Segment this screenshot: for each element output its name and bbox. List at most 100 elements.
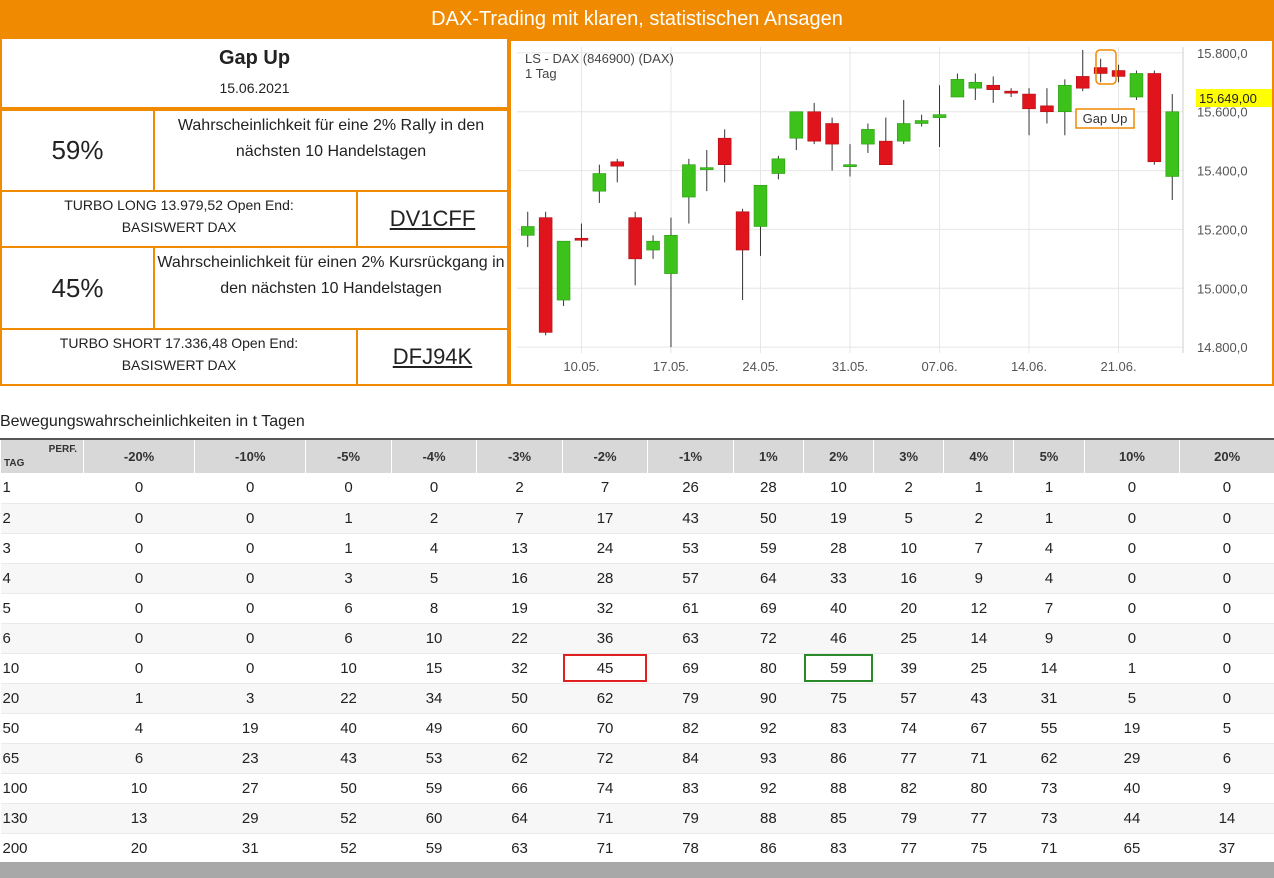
- table-cell: 6: [305, 623, 392, 654]
- table-cell: 59: [391, 773, 477, 804]
- table-cell: 50: [305, 773, 392, 804]
- candle-down: [1004, 88, 1018, 98]
- candle-body: [932, 114, 947, 118]
- candle-up: [861, 123, 875, 153]
- row-tag-cell: 1: [0, 473, 84, 504]
- bottom-scrollbar[interactable]: [0, 862, 1274, 878]
- table-cell: 5: [1084, 683, 1180, 714]
- table-cell: 69: [647, 653, 734, 684]
- table-cell: 75: [943, 833, 1014, 864]
- table-cell: 7: [943, 533, 1014, 564]
- table-cell: 0: [1084, 623, 1180, 654]
- table-cell: 88: [803, 773, 874, 804]
- table-cell: 1: [305, 533, 392, 564]
- chart-y-axis: 15.800,0 15.600,0 15.400,0 15.200,0 15.000,0…: [1197, 46, 1248, 355]
- candle-up: [789, 111, 804, 150]
- table-cell: 52: [305, 803, 392, 834]
- candle-body: [538, 217, 553, 333]
- candle-body: [646, 240, 660, 251]
- candle-body: [520, 226, 535, 236]
- table-cell: 0: [1179, 653, 1274, 684]
- candle-up: [968, 73, 983, 100]
- table-cell: 9: [1013, 623, 1085, 654]
- table-body: 1 0 0 0 0 2 7 26 28 10 2 1 1 0 0 2 0 0 1 2 7 17 43 50 19 5 2 1 0 0 3 0 0…: [0, 473, 1274, 864]
- table-cell: 24: [562, 533, 648, 564]
- candle-up: [592, 164, 607, 203]
- signal-panel: Gap Up 15.06.2021 59% Wahrscheinlichkeit…: [0, 39, 509, 386]
- table-cell: 36: [562, 623, 648, 654]
- column-header: 3%: [873, 438, 944, 473]
- column-header: 4%: [943, 438, 1014, 473]
- long-probability: 59%: [0, 109, 155, 192]
- table-cell: 0: [1179, 533, 1274, 564]
- table-cell: 0: [194, 623, 306, 654]
- table-cell: 4: [391, 533, 477, 564]
- candle-up: [950, 73, 965, 98]
- table-cell: 71: [1013, 833, 1085, 864]
- table-cell: 32: [562, 593, 648, 624]
- candle-body: [968, 82, 983, 89]
- candle-up: [664, 217, 678, 348]
- table-cell: 8: [391, 593, 477, 624]
- candle-up: [932, 85, 947, 148]
- candle-body: [1093, 67, 1108, 74]
- short-description: Wahrscheinlichkeit für einen 2% Kursrück…: [153, 246, 509, 330]
- table-cell: 19: [1084, 713, 1180, 744]
- candle-body: [789, 111, 804, 139]
- table-cell: 40: [1084, 773, 1180, 804]
- candle-body: [843, 164, 857, 167]
- table-cell: 92: [733, 713, 804, 744]
- turbo-long-wkn-link[interactable]: DV1CFF: [356, 190, 509, 248]
- candle-body: [1165, 111, 1180, 177]
- table-cell: 0: [83, 653, 195, 684]
- table-cell: 88: [733, 803, 804, 834]
- table-cell: 85: [803, 803, 874, 834]
- table-cell: 0: [83, 593, 195, 624]
- table-cell: 60: [391, 803, 477, 834]
- table-cell: 14: [943, 623, 1014, 654]
- chart-canvas: 15.800,0 15.600,0 15.400,0 15.200,0 15.000,0…: [517, 46, 1272, 374]
- table-cell: 62: [1013, 743, 1085, 774]
- table-cell: 50: [733, 503, 804, 534]
- table-cell: 5: [873, 503, 944, 534]
- chart-candles: [520, 49, 1180, 348]
- candle-down: [1022, 88, 1036, 136]
- candle-body: [592, 173, 607, 192]
- table-cell: 64: [476, 803, 563, 834]
- x-tick-label: 21.06.: [1100, 359, 1136, 374]
- header-tag-label: TAG: [4, 458, 25, 469]
- table-row: 1 0 0 0 0 2 7 26 28 10 2 1 1 0 0: [0, 473, 1274, 504]
- candle-down: [735, 208, 750, 301]
- signal-date: 15.06.2021: [219, 80, 290, 96]
- turbo-short-wkn-link[interactable]: DFJ94K: [356, 328, 509, 386]
- table-cell: 29: [194, 803, 306, 834]
- table-cell: 0: [1084, 593, 1180, 624]
- table-cell: 77: [873, 743, 944, 774]
- last-price-tag-box: [1196, 89, 1272, 107]
- candle-down: [825, 117, 839, 171]
- x-tick-label: 31.05.: [832, 359, 868, 374]
- candle-body: [735, 211, 750, 251]
- table-cell: 93: [733, 743, 804, 774]
- table-cell: 66: [476, 773, 563, 804]
- highlighted-cell: 59: [803, 653, 874, 684]
- table-cell: 33: [803, 563, 874, 594]
- table-cell: 0: [83, 533, 195, 564]
- table-cell: 28: [733, 473, 804, 504]
- table-cell: 71: [562, 833, 648, 864]
- turbo-short-line1: TURBO SHORT 17.336,48 Open End:: [59, 335, 299, 351]
- table-cell: 0: [1179, 473, 1274, 504]
- candle-up: [646, 235, 660, 259]
- table-cell: 13: [83, 803, 195, 834]
- table-cell: 10: [391, 623, 477, 654]
- table-cell: 2: [476, 473, 563, 504]
- x-tick-label: 10.05.: [563, 359, 599, 374]
- table-cell: 13: [476, 533, 563, 564]
- candle-down: [574, 223, 589, 248]
- signal-title: Gap Up: [218, 47, 291, 69]
- candle-body: [914, 120, 929, 124]
- table-cell: 6: [1179, 743, 1274, 774]
- x-tick-label: 17.05.: [653, 359, 689, 374]
- chart-subtitle: 1 Tag: [525, 66, 557, 81]
- candle-down: [538, 211, 553, 336]
